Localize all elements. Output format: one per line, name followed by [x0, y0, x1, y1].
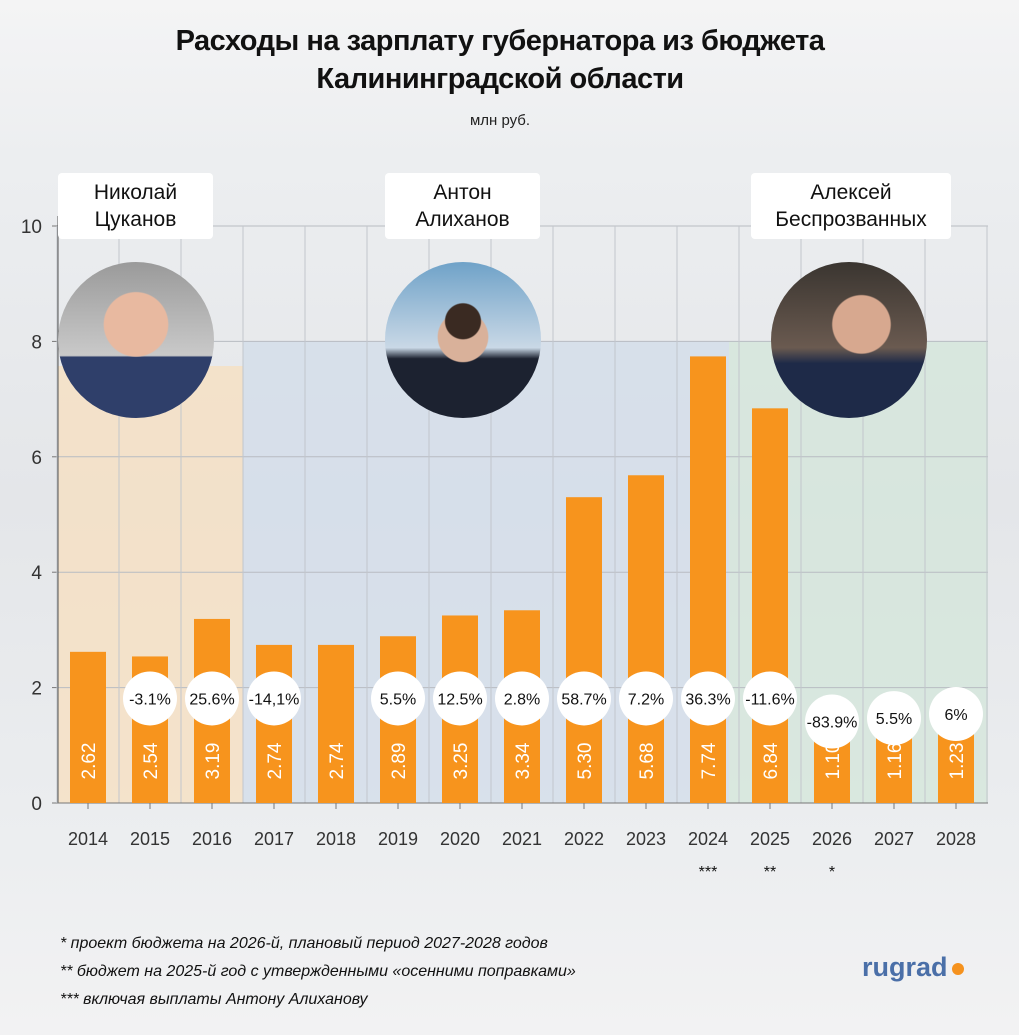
- change-badge: [929, 687, 983, 742]
- change-badge: [495, 671, 549, 726]
- governor-last-name: Алиханов: [415, 208, 510, 231]
- chart-title: Расходы на зарплату губернатора из бюдже…: [0, 22, 1000, 98]
- y-tick-label: 10: [21, 217, 42, 238]
- change-label: 58.7%: [561, 691, 606, 708]
- change-label: -11.6%: [745, 691, 795, 708]
- bar: [814, 739, 850, 803]
- x-tick-label: 2017: [254, 829, 294, 849]
- governor-label-alikhanov: Антон Алиханов: [385, 173, 540, 239]
- governor-label-tsukanov: Николай Цуканов: [58, 173, 213, 239]
- change-badge: [433, 671, 487, 726]
- title-line-2: Калининградской области: [316, 63, 684, 95]
- bar: [752, 408, 788, 803]
- change-badge: [371, 671, 425, 726]
- rugrad-logo: rugrad: [862, 952, 964, 983]
- change-badge: [185, 671, 239, 726]
- footnote: *** включая выплаты Антону Алиханову: [60, 991, 368, 1008]
- footnote: ** бюджет на 2025-й год с утвержденными …: [60, 963, 576, 980]
- change-label: 2.8%: [504, 691, 540, 708]
- chart-subtitle: млн руб.: [469, 112, 531, 129]
- bar: [628, 475, 664, 803]
- bar: [876, 736, 912, 803]
- bar: [690, 356, 726, 803]
- photo-tsukanov: [58, 262, 214, 418]
- change-badge: [743, 671, 797, 726]
- bar-value-label: 7.74: [699, 742, 720, 779]
- change-badge: [867, 691, 921, 746]
- x-tick-label: 2015: [130, 829, 170, 849]
- bar-value-label: 6.84: [761, 742, 782, 779]
- governor-first-name: Антон: [433, 181, 492, 204]
- bar-value-label: 5.68: [637, 743, 658, 780]
- governor-first-name: Алексей: [810, 181, 892, 204]
- change-label: 25.6%: [189, 691, 234, 708]
- footnote-marker: ***: [699, 864, 718, 881]
- logo-dot-icon: [951, 962, 964, 975]
- bar-value-label: 1.10: [823, 743, 844, 780]
- bar-value-label: 2.74: [327, 742, 348, 779]
- photo-besprozvannykh: [771, 262, 927, 418]
- bar-value-label: 2.74: [265, 742, 286, 779]
- change-label: 12.5%: [437, 691, 482, 708]
- change-label: -83.9%: [807, 715, 858, 732]
- bar-value-label: 5.30: [575, 743, 596, 780]
- photo-alikhanov: [385, 262, 541, 418]
- x-tick-label: 2028: [936, 829, 976, 849]
- change-label: -3.1%: [129, 691, 171, 708]
- logo-text: rugrad: [862, 952, 948, 982]
- title-line-1: Расходы на зарплату губернатора из бюдже…: [175, 25, 825, 57]
- change-badge: [247, 671, 301, 726]
- x-tick-label: 2027: [874, 829, 914, 849]
- bar-value-label: 3.34: [513, 742, 534, 779]
- change-badge: [681, 671, 735, 726]
- bar-value-label: 2.54: [141, 742, 162, 779]
- change-label: 5.5%: [380, 691, 416, 708]
- x-tick-label: 2019: [378, 829, 418, 849]
- change-badge: [123, 671, 177, 726]
- bar-value-label: 3.25: [451, 743, 472, 780]
- change-badge: [557, 671, 611, 726]
- change-badge: [619, 671, 673, 726]
- footnote-marker: *: [829, 864, 835, 881]
- footnote-marker: **: [764, 864, 776, 881]
- bar-value-label: 2.89: [389, 743, 410, 780]
- y-tick-label: 6: [31, 448, 42, 469]
- governor-first-name: Николай: [93, 181, 178, 204]
- bar: [70, 651, 106, 803]
- x-tick-label: 2023: [626, 829, 666, 849]
- footnote: * проект бюджета на 2026-й, плановый пер…: [60, 935, 548, 952]
- change-label: 36.3%: [685, 691, 730, 708]
- governor-label-besprozvannykh: Алексей Беспрозванных: [751, 173, 951, 239]
- bar-value-label: 2.62: [79, 743, 100, 780]
- y-tick-label: 2: [31, 679, 42, 700]
- y-tick-label: 4: [31, 563, 42, 584]
- x-tick-label: 2016: [192, 829, 232, 849]
- y-tick-label: 8: [31, 332, 42, 353]
- bar: [566, 497, 602, 803]
- governor-last-name: Беспрозванных: [775, 208, 927, 231]
- governor-last-name: Цуканов: [94, 208, 177, 231]
- x-tick-label: 2018: [316, 829, 356, 849]
- y-tick-label: 0: [31, 794, 42, 815]
- change-badge: [805, 694, 859, 749]
- x-tick-label: 2020: [440, 829, 480, 849]
- bar-chart: 0 2 4 6 8 10 2.62 2014 2.54 2015 -3.1% 3.19 2016 25.6…: [21, 216, 988, 881]
- x-tick-label: 2024: [688, 829, 728, 849]
- footnotes: * проект бюджета на 2026-й, плановый пер…: [60, 930, 576, 1014]
- bar-value-label: 1.16: [885, 743, 906, 780]
- x-tick-label: 2014: [68, 829, 108, 849]
- x-tick-label: 2022: [564, 829, 604, 849]
- change-label: 7.2%: [628, 691, 664, 708]
- change-label: -14,1%: [249, 691, 300, 708]
- bar-value-label: 3.19: [203, 743, 224, 780]
- x-tick-label: 2025: [750, 829, 790, 849]
- bar-value-label: 1.23: [947, 743, 968, 780]
- bar: [938, 732, 974, 803]
- x-tick-label: 2026: [812, 829, 852, 849]
- x-tick-label: 2021: [502, 829, 542, 849]
- change-label: 5.5%: [876, 711, 912, 728]
- bar: [318, 644, 354, 803]
- change-label: 6%: [944, 707, 967, 724]
